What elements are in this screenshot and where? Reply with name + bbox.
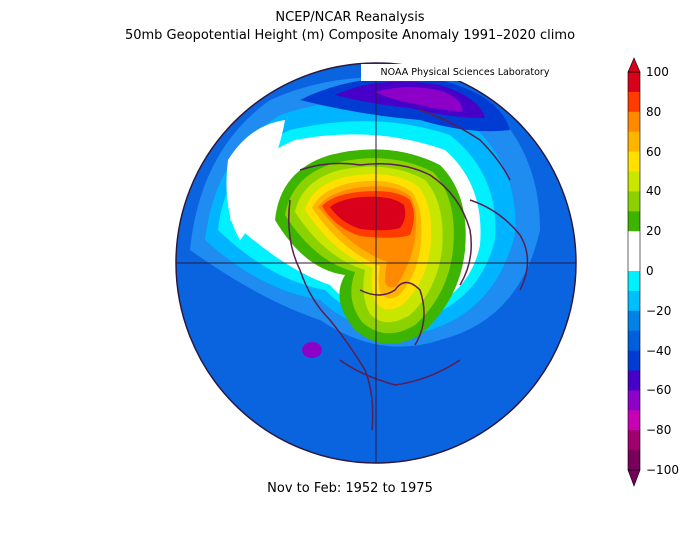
colorbar-label: −80 [646, 423, 672, 438]
date-range-label: Nov to Feb: 1952 to 1975 [267, 481, 433, 496]
map-border [175, 62, 577, 464]
colorbar-segment [628, 350, 640, 371]
colorbar-label: −20 [646, 303, 672, 318]
colorbar-segment [628, 231, 640, 252]
band-plus-100 [330, 196, 406, 231]
colorbar-max-arrow [627, 57, 641, 73]
colorbar-label: 20 [646, 224, 662, 239]
colorbar-segment [628, 251, 640, 272]
colorbar-segment [628, 271, 640, 292]
colorbar-segment [628, 211, 640, 232]
colorbar-segment [628, 410, 640, 431]
colorbar-label: −100 [646, 463, 679, 477]
colorbar-outline [627, 71, 641, 471]
colorbar [627, 57, 641, 487]
colorbar-segment [628, 171, 640, 192]
colorbar-segment [628, 191, 640, 212]
colorbar-label: 40 [646, 184, 662, 199]
chart-title: NCEP/NCAR Reanalysis [275, 10, 425, 25]
colorbar-segment [628, 131, 640, 153]
colorbar-segment [628, 330, 640, 352]
colorbar-segment [628, 111, 640, 133]
band-minus-80-top [375, 87, 463, 112]
colorbar-segment [628, 290, 640, 312]
colorbar-segment [628, 430, 640, 451]
band-minus-60-left [302, 342, 322, 358]
colorbar-segment [628, 390, 640, 411]
zero-region-northwest [226, 120, 285, 240]
colorbar-segment [628, 91, 640, 113]
colorbar-label: 60 [646, 144, 662, 159]
colorbar-label: 100 [646, 65, 669, 79]
colorbar-label: −60 [646, 383, 672, 398]
colorbar-segment [628, 450, 640, 471]
colorbar-segment [628, 370, 640, 391]
chart-subtitle: 50mb Geopotential Height (m) Composite A… [124, 28, 576, 43]
colorbar-segment [628, 151, 640, 172]
credit-label: NOAA Physical Sciences Laboratory [361, 64, 569, 81]
colorbar-label: −40 [646, 343, 672, 358]
colorbar-segment [628, 310, 640, 332]
colorbar-label: 80 [646, 104, 662, 119]
colorbar-label: 0 [646, 264, 654, 278]
colorbar-segment [628, 72, 640, 93]
coastlines [288, 109, 529, 431]
